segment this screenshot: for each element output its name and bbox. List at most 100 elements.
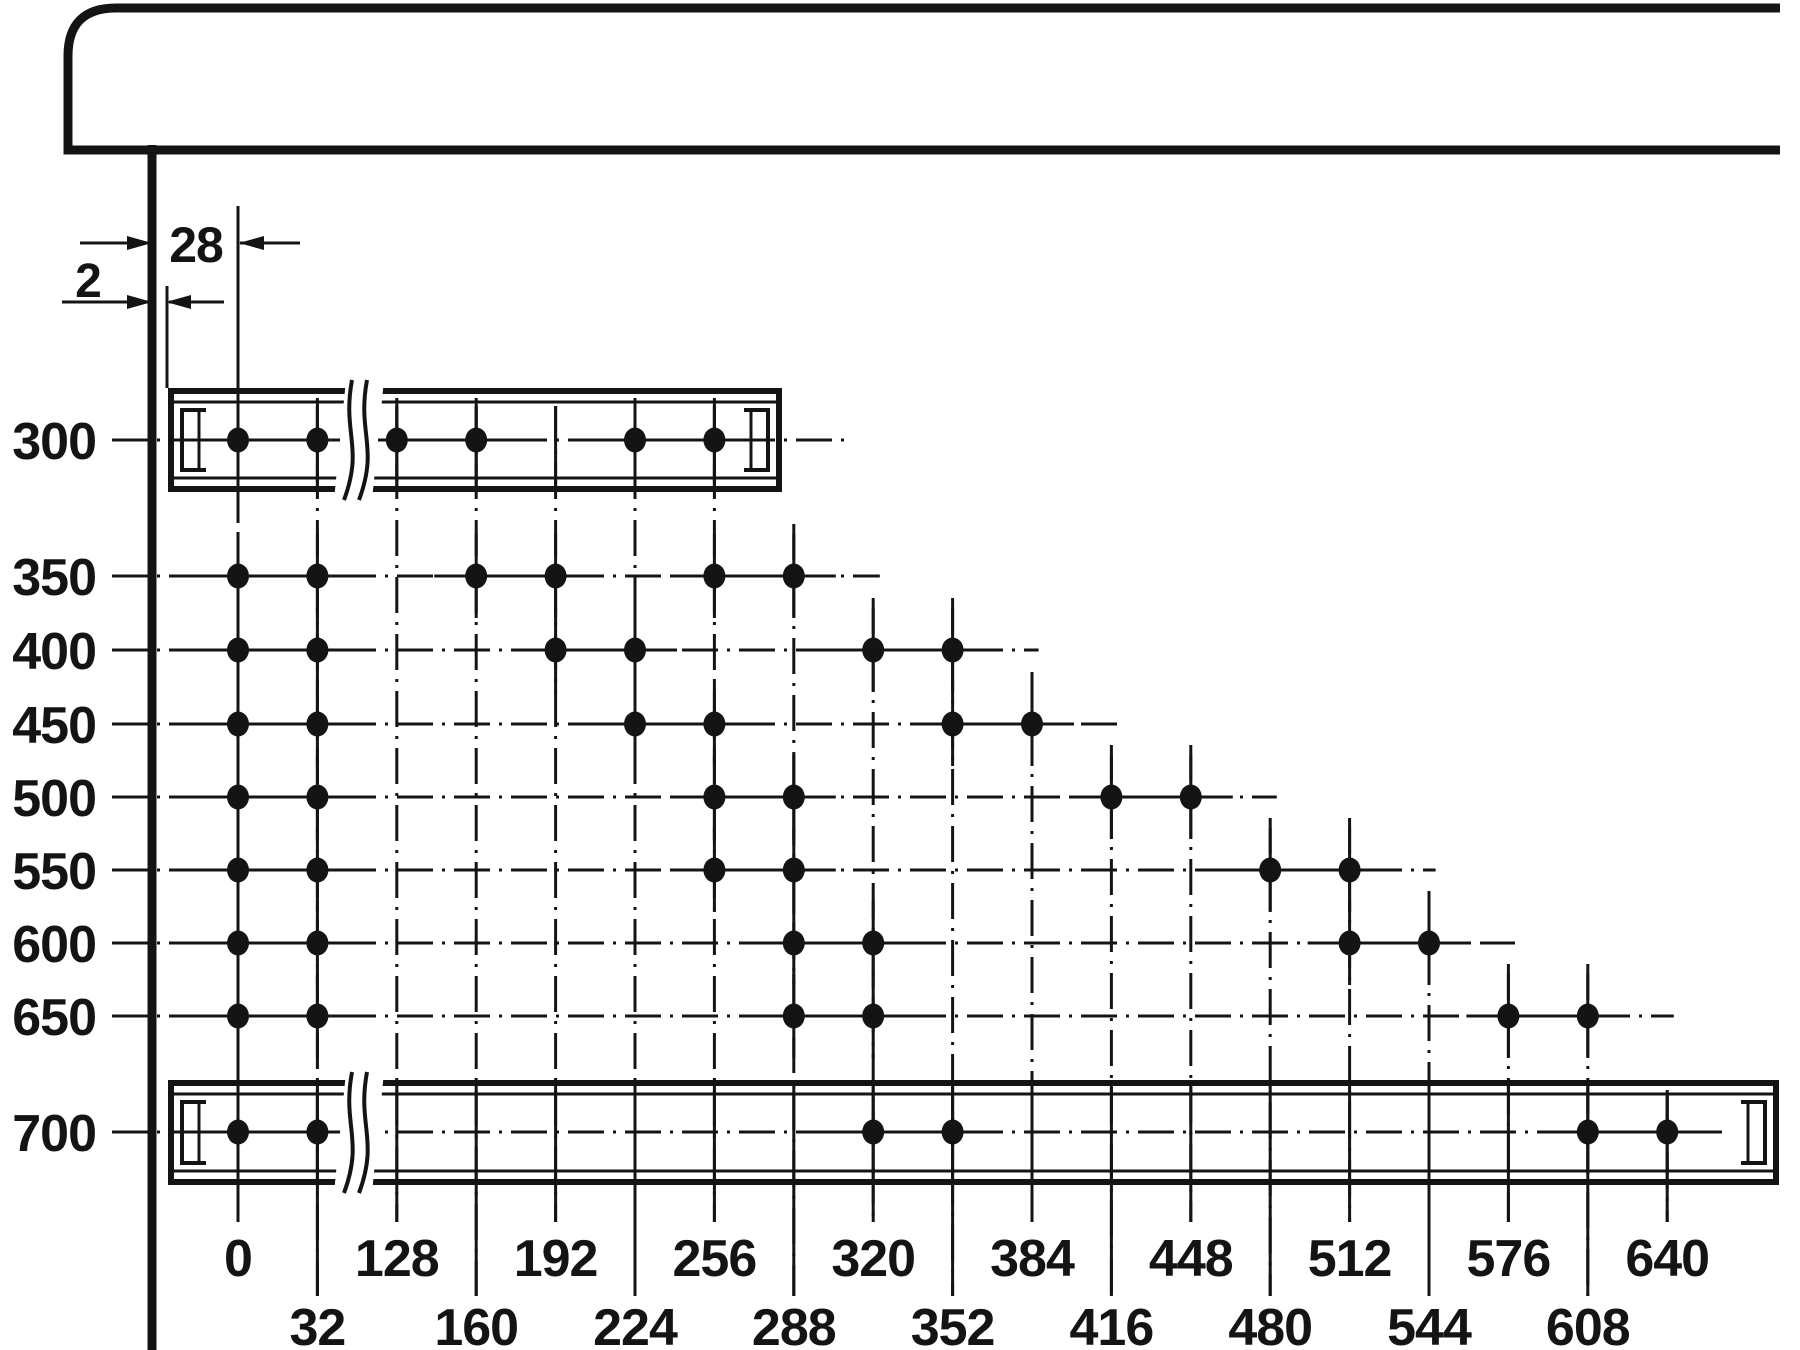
hole-dot	[941, 711, 964, 737]
row-length-label: 700	[12, 1105, 96, 1163]
row-length-label: 300	[12, 413, 96, 471]
hole-dot	[306, 1003, 329, 1029]
hole-dot	[1338, 930, 1361, 956]
hole-position-label: 32	[289, 1299, 345, 1350]
hole-dot	[465, 563, 488, 589]
hole-position-label: 256	[673, 1230, 757, 1288]
hole-dot	[862, 930, 885, 956]
hole-dot	[1497, 1003, 1520, 1029]
hole-dot	[1576, 1003, 1599, 1029]
hole-dot	[306, 784, 329, 810]
hole-position-label: 0	[224, 1230, 252, 1288]
dim-28-label: 28	[169, 217, 223, 273]
hole-dot	[544, 637, 567, 663]
hole-position-label: 640	[1625, 1230, 1709, 1288]
hole-position-label: 224	[593, 1299, 678, 1350]
hole-dot	[306, 857, 329, 883]
hole-dot	[782, 784, 805, 810]
row-length-label: 600	[12, 916, 96, 974]
hole-position-label: 128	[355, 1230, 439, 1288]
hole-dot	[1100, 784, 1123, 810]
front-panel-outline	[63, 3, 1780, 155]
hole-dot	[385, 427, 408, 453]
hole-dot	[862, 1119, 885, 1145]
hole-dot	[1021, 711, 1043, 737]
hole-dot	[227, 637, 249, 663]
hole-dot	[782, 857, 805, 883]
hole-dot	[862, 1003, 885, 1029]
break-mask	[334, 1072, 384, 1193]
row-length-label: 500	[12, 770, 96, 828]
hole-dot	[782, 563, 805, 589]
row-length-label: 400	[12, 623, 96, 681]
hole-dot	[782, 930, 805, 956]
hole-dot	[306, 711, 329, 737]
dim-2-arrow-left-pointing	[166, 295, 191, 309]
row-length-label: 550	[12, 843, 96, 901]
hole-dot	[306, 427, 329, 453]
break-mask	[334, 380, 384, 500]
hole-position-label: 288	[752, 1299, 836, 1350]
hole-dot	[227, 784, 249, 810]
hole-position-label: 480	[1228, 1299, 1312, 1350]
hole-dot	[306, 1119, 329, 1145]
hole-dot	[306, 930, 329, 956]
hole-dot	[1179, 784, 1202, 810]
row-length-label: 450	[12, 697, 96, 755]
hole-position-labels: 0 128 192 256 320 384 448 512 576 640 32 160 224 288 3…	[224, 1230, 1710, 1350]
hole-dot	[544, 563, 567, 589]
hole-position-label: 576	[1467, 1230, 1551, 1288]
hole-position-label: 512	[1308, 1230, 1392, 1288]
dim-28-arrow-right-pointing	[127, 236, 152, 250]
hole-dot	[227, 1003, 249, 1029]
hole-position-label: 320	[831, 1230, 915, 1288]
row-length-label: 650	[12, 989, 96, 1047]
hole-dot	[227, 427, 249, 453]
hole-dot	[227, 711, 249, 737]
hole-dot	[227, 1119, 249, 1145]
hole-dot	[703, 563, 726, 589]
hole-dot	[227, 563, 249, 589]
row-length-labels: 300 350 400 450 500 550 600 650 700	[12, 413, 97, 1163]
rail-break-marks	[334, 379, 384, 1194]
hole-dot	[306, 637, 329, 663]
rail-rear-cap	[1741, 1100, 1767, 1165]
hole-dot	[941, 1119, 964, 1145]
hole-dot	[1656, 1119, 1679, 1145]
hole-position-label: 608	[1546, 1299, 1630, 1350]
hole-dot	[624, 711, 646, 737]
hole-position-label: 160	[434, 1299, 518, 1350]
hole-dot	[624, 637, 646, 663]
hole-dot	[227, 930, 249, 956]
dim-2-label: 2	[75, 255, 101, 308]
hole-dot	[862, 637, 885, 663]
hole-dot	[703, 427, 726, 453]
hole-dot	[465, 427, 488, 453]
cabinet-front-panel	[63, 3, 1780, 155]
row-length-label: 350	[12, 549, 96, 607]
hole-dot	[941, 637, 964, 663]
hole-dot	[306, 563, 329, 589]
hole-dot	[1418, 930, 1440, 956]
hole-dot	[703, 711, 726, 737]
hole-position-label: 448	[1149, 1230, 1233, 1288]
hole-dot	[227, 857, 249, 883]
hole-dot	[703, 784, 726, 810]
drawer-runners	[168, 388, 1779, 1185]
hole-position-label: 544	[1387, 1299, 1472, 1350]
dim-28-arrow-left-pointing	[239, 236, 264, 250]
hole-dot	[1259, 857, 1282, 883]
hole-dot	[782, 1003, 805, 1029]
hole-position-label: 416	[1070, 1299, 1154, 1350]
hole-position-label: 384	[990, 1230, 1075, 1288]
break-curve	[357, 1071, 370, 1194]
hole-dot	[624, 427, 646, 453]
hole-dots	[196, 398, 1710, 1174]
hole-dot	[1576, 1119, 1599, 1145]
break-curve	[357, 379, 370, 501]
break-curve	[342, 379, 355, 501]
hole-dot	[703, 857, 726, 883]
dim-2-arrow-right-pointing	[127, 295, 152, 309]
